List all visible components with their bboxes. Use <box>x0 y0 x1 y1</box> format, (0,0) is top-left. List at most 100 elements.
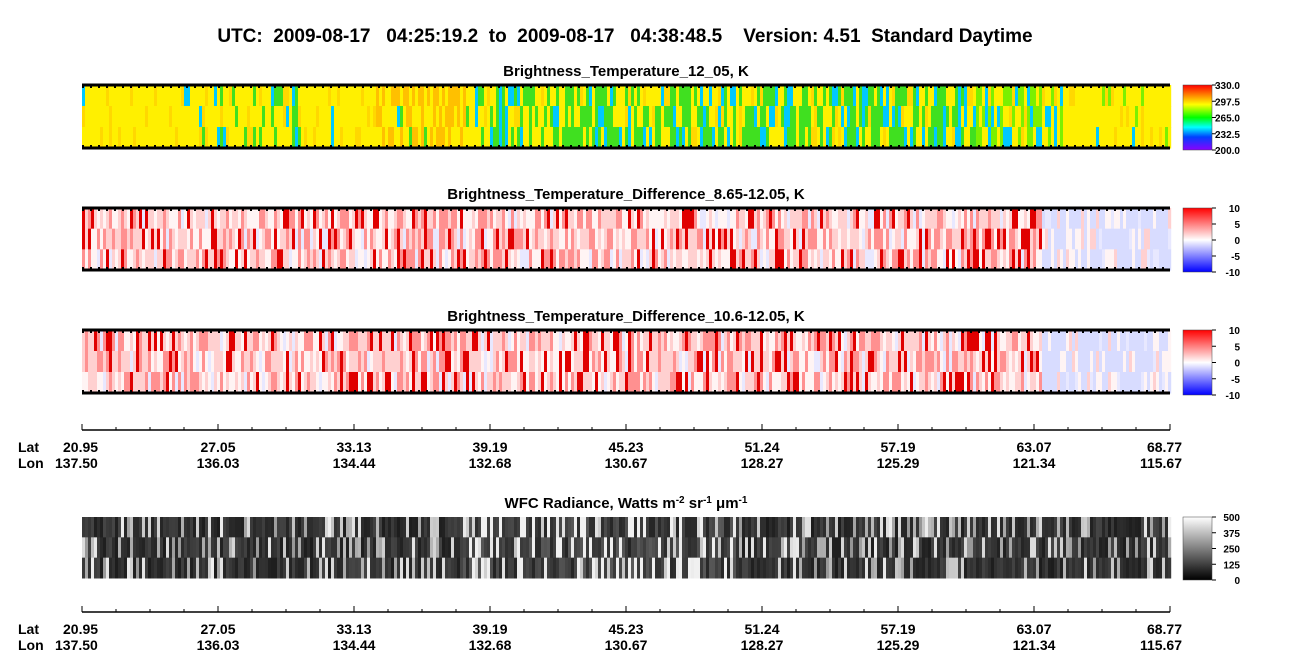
image-stripe <box>652 557 656 579</box>
image-stripe <box>508 249 512 271</box>
image-stripe <box>259 372 263 394</box>
image-stripe <box>874 372 878 394</box>
image-stripe <box>178 330 182 352</box>
image-stripe <box>280 372 284 394</box>
image-stripe <box>316 228 320 250</box>
image-stripe <box>445 208 449 230</box>
image-stripe <box>541 85 545 107</box>
image-stripe <box>1063 228 1067 250</box>
image-stripe <box>1141 228 1145 250</box>
image-stripe <box>1156 127 1160 149</box>
image-stripe <box>415 330 419 352</box>
image-stripe <box>601 106 605 128</box>
image-stripe <box>700 208 704 230</box>
image-stripe <box>496 208 500 230</box>
image-stripe <box>577 372 581 394</box>
image-stripe <box>628 228 632 250</box>
image-stripe <box>748 557 752 579</box>
image-stripe <box>523 330 527 352</box>
image-stripe <box>1057 208 1061 230</box>
image-stripe <box>943 372 947 394</box>
image-stripe <box>706 557 710 579</box>
image-stripe <box>1066 127 1070 149</box>
image-stripe <box>337 85 341 107</box>
image-stripe <box>163 351 167 373</box>
image-stripe <box>436 517 440 538</box>
image-stripe <box>697 557 701 579</box>
image-stripe <box>250 330 254 352</box>
image-stripe <box>1048 127 1052 149</box>
image-stripe <box>1012 208 1016 230</box>
image-stripe <box>613 228 617 250</box>
image-stripe <box>397 106 401 128</box>
image-stripe <box>118 517 122 538</box>
image-stripe <box>460 517 464 538</box>
image-stripe <box>421 557 425 579</box>
image-stripe <box>475 228 479 250</box>
image-stripe <box>682 228 686 250</box>
image-stripe <box>85 127 89 149</box>
image-stripe <box>928 351 932 373</box>
image-stripe <box>940 208 944 230</box>
image-stripe <box>1072 372 1076 394</box>
image-stripe <box>1066 228 1070 250</box>
image-stripe <box>679 557 683 579</box>
image-stripe <box>649 517 653 538</box>
image-stripe <box>880 249 884 271</box>
image-stripe <box>1084 351 1088 373</box>
image-stripe <box>169 537 173 559</box>
image-stripe <box>427 127 431 149</box>
image-stripe <box>1108 517 1112 538</box>
image-stripe <box>427 85 431 107</box>
image-stripe <box>694 208 698 230</box>
image-stripe <box>475 85 479 107</box>
image-stripe <box>331 517 335 538</box>
image-stripe <box>313 85 317 107</box>
image-stripe <box>823 228 827 250</box>
image-stripe <box>904 208 908 230</box>
image-stripe <box>139 372 143 394</box>
image-stripe <box>952 208 956 230</box>
image-stripe <box>601 372 605 394</box>
image-stripe <box>460 372 464 394</box>
image-stripe <box>640 249 644 271</box>
image-stripe <box>904 517 908 538</box>
image-stripe <box>736 557 740 579</box>
image-stripe <box>193 517 197 538</box>
image-stripe <box>322 106 326 128</box>
image-stripe <box>217 351 221 373</box>
image-stripe <box>976 351 980 373</box>
image-stripe <box>808 106 812 128</box>
image-stripe <box>1129 537 1133 559</box>
image-stripe <box>253 208 257 230</box>
image-stripe <box>301 557 305 579</box>
image-stripe <box>853 106 857 128</box>
image-stripe <box>82 351 86 373</box>
image-stripe <box>643 330 647 352</box>
image-stripe <box>619 249 623 271</box>
image-stripe <box>1147 537 1151 559</box>
image-stripe <box>1024 351 1028 373</box>
image-stripe <box>859 517 863 538</box>
image-stripe <box>913 372 917 394</box>
image-stripe <box>895 249 899 271</box>
image-stripe <box>850 127 854 149</box>
image-stripe <box>1042 249 1046 271</box>
image-stripe <box>1018 372 1022 394</box>
image-stripe <box>622 208 626 230</box>
image-stripe <box>1036 557 1040 579</box>
image-stripe <box>733 228 737 250</box>
image-stripe <box>763 208 767 230</box>
image-stripe <box>451 127 455 149</box>
image-stripe <box>727 127 731 149</box>
image-stripe <box>349 330 353 352</box>
image-stripe <box>676 372 680 394</box>
image-stripe <box>646 85 650 107</box>
image-stripe <box>589 127 593 149</box>
image-stripe <box>211 557 215 579</box>
image-stripe <box>547 372 551 394</box>
image-stripe <box>718 208 722 230</box>
image-stripe <box>637 228 641 250</box>
image-stripe <box>859 537 863 559</box>
image-stripe <box>1129 228 1133 250</box>
